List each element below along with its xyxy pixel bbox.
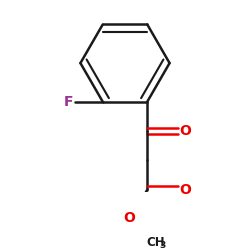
Text: 3: 3 bbox=[160, 241, 166, 250]
Text: O: O bbox=[123, 211, 135, 225]
Text: O: O bbox=[179, 124, 191, 138]
Text: F: F bbox=[64, 95, 73, 109]
Text: O: O bbox=[179, 182, 191, 196]
Text: CH: CH bbox=[146, 236, 165, 249]
